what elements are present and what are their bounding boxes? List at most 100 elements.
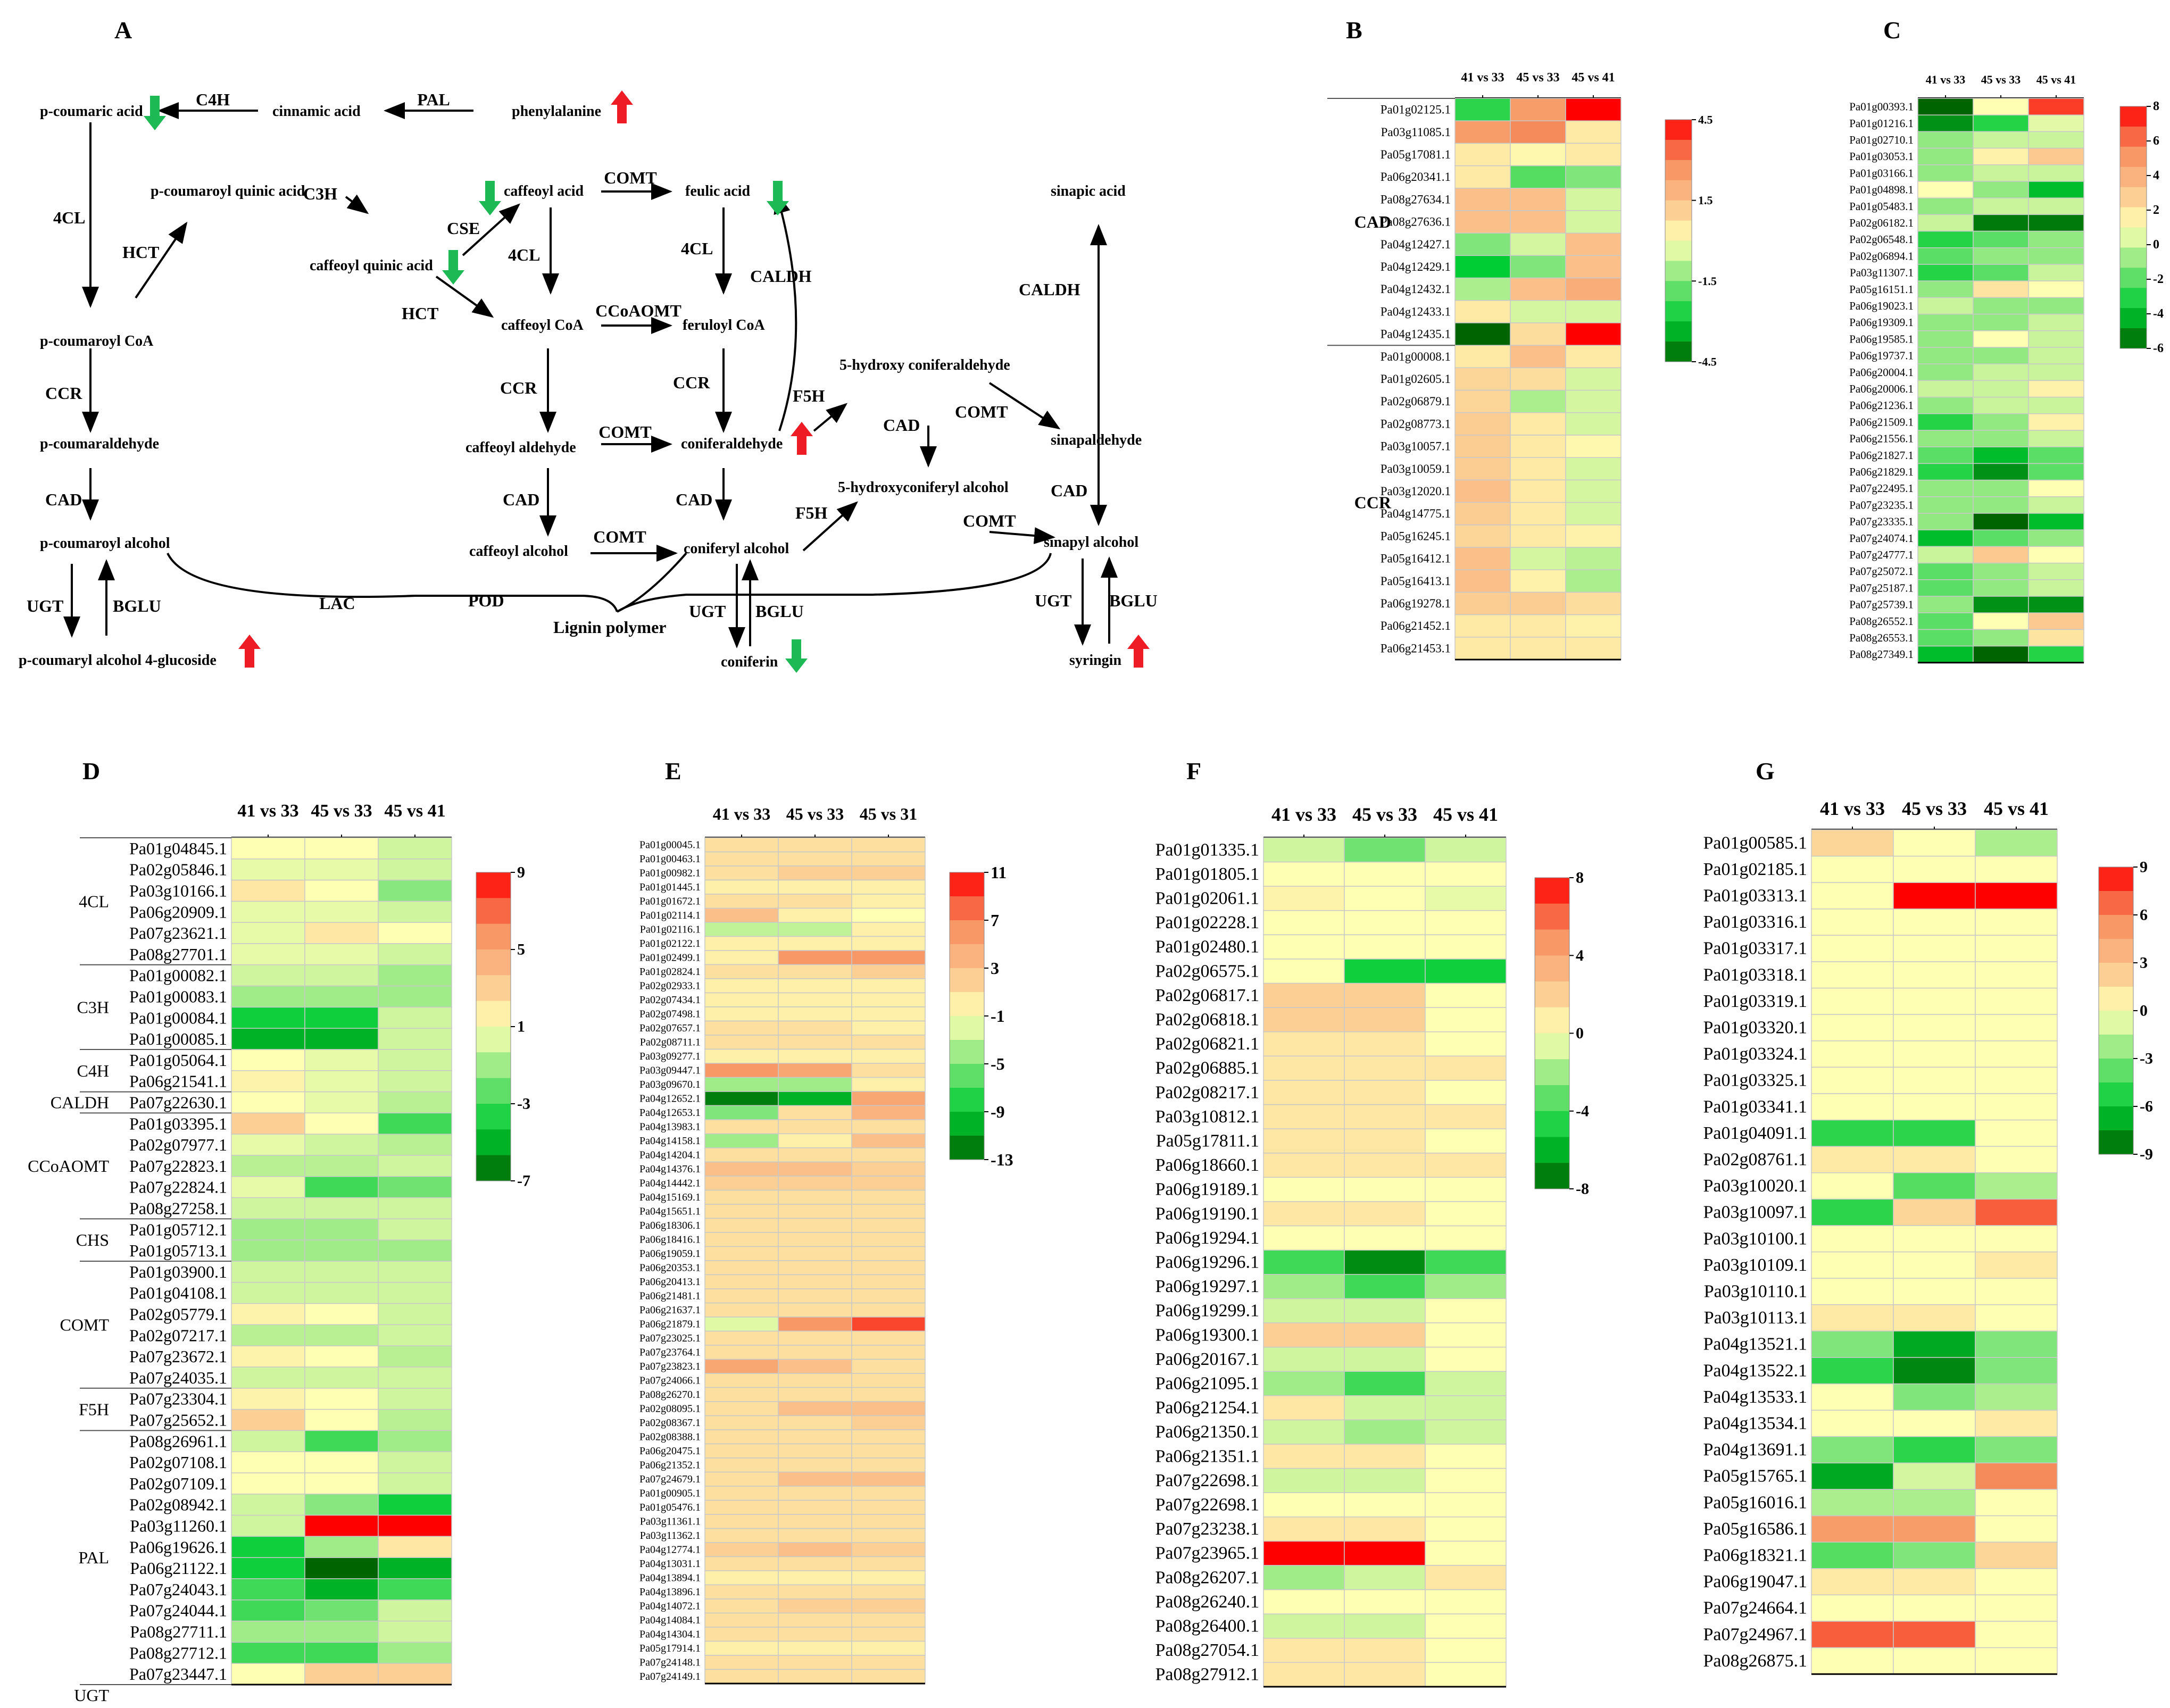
gene-label: Pa02g06821.1 (1155, 1034, 1260, 1054)
gene-label: Pa01g05476.1 (639, 1502, 701, 1513)
colorbar-segment (950, 944, 984, 969)
heatmap-cell (704, 1387, 779, 1402)
colorbar-segment (1535, 1033, 1569, 1060)
gene-label: Pa03g11260.1 (130, 1517, 227, 1536)
heatmap-cell (704, 1373, 779, 1388)
heatmap-cell (231, 1536, 305, 1558)
heatmap-cell (1425, 1298, 1507, 1323)
heatmap-cell (851, 1105, 926, 1120)
heatmap-cell (704, 1359, 779, 1374)
heatmap-cell (1917, 147, 1974, 165)
heatmap-cell (378, 1155, 452, 1177)
heatmap-cell (231, 1514, 305, 1537)
colorbar-segment (2099, 1059, 2133, 1083)
heatmap-cell (1263, 1104, 1345, 1129)
heatmap-cell (851, 1218, 926, 1233)
gene-label: Pa06g18306.1 (639, 1220, 701, 1231)
colorbar-tick-label: 9 (517, 864, 525, 881)
heatmap-cell (851, 1330, 926, 1346)
heatmap-cell (1811, 1357, 1894, 1385)
heatmap-cell (851, 1048, 926, 1064)
heatmap-cell (2028, 347, 2084, 364)
heatmap-cell (778, 1528, 852, 1543)
enzyme-f5h: F5H (793, 386, 825, 405)
gene-label: Pa02g07108.1 (129, 1453, 227, 1472)
gene-label: Pa02g08367.1 (639, 1417, 701, 1429)
heatmap-cell (704, 1499, 779, 1515)
heatmap-cell (231, 1176, 305, 1198)
heatmap-cell (378, 1599, 452, 1622)
colorbar-segment (2099, 963, 2133, 987)
heatmap-cell (1344, 1177, 1426, 1202)
gene-label: Pa03g09670.1 (639, 1079, 701, 1090)
group-label: F5H (79, 1400, 109, 1419)
heatmap-cell (704, 1020, 779, 1036)
panel-label-a: A (114, 16, 132, 44)
gene-label: Pa04g13534.1 (1703, 1414, 1808, 1434)
heatmap-cell (231, 1642, 305, 1664)
heatmap-cell (1811, 935, 1894, 962)
heatmap-cell (1425, 837, 1507, 863)
gene-label: Pa03g10812.1 (1155, 1107, 1260, 1127)
heatmap-cell (2028, 529, 2084, 547)
heatmap-cell (778, 837, 852, 853)
heatmap-cell (1973, 131, 2029, 149)
heatmap-cell (1454, 165, 1511, 189)
heatmap-cell (778, 1570, 852, 1586)
colorbar-segment (1665, 341, 1692, 362)
heatmap-cell (1973, 413, 2029, 431)
compound-caffeoyl-acid: caffeoyl acid (504, 183, 584, 199)
gene-label: Pa06g19059.1 (639, 1248, 701, 1260)
panel-a-pathway: A (19, 16, 1158, 673)
heatmap-cell (1917, 181, 1974, 198)
enzyme-f5h: F5H (795, 503, 828, 522)
heatmap-cell (1975, 1093, 2058, 1121)
heatmap-cell (1263, 1153, 1345, 1178)
gene-label: Pa07g24043.1 (129, 1580, 227, 1599)
heatmap-cell (704, 1570, 779, 1586)
heatmap-cell (1344, 1322, 1426, 1348)
heatmap-cell (778, 1176, 852, 1191)
heatmap-cell (1344, 1153, 1426, 1178)
heatmap-cell (1973, 181, 2029, 198)
gene-label: Pa06g21453.1 (1381, 641, 1451, 655)
enzyme-comt: COMT (963, 511, 1016, 530)
heatmap-cell (1425, 1031, 1507, 1057)
heatmap-cell (704, 1161, 779, 1177)
heatmap-cell (778, 1514, 852, 1529)
heatmap-cell (231, 1557, 305, 1579)
heatmap-cell (1917, 413, 1974, 431)
heatmap-cell (1510, 614, 1566, 638)
gene-label: Pa07g22823.1 (129, 1156, 227, 1176)
heatmap-cell (1263, 1444, 1345, 1469)
heatmap-cell (1263, 1298, 1345, 1323)
heatmap-cell (1344, 1419, 1426, 1445)
heatmap-cell (1975, 1410, 2058, 1437)
gene-label: Pa08g27912.1 (1155, 1665, 1260, 1685)
heatmap-cell (1263, 1565, 1345, 1590)
heatmap-cell (1811, 1225, 1894, 1253)
gene-label: Pa07g23304.1 (129, 1389, 227, 1409)
gene-label: Pa08g26552.1 (1849, 615, 1914, 628)
heatmap-cell (1975, 1542, 2058, 1569)
heatmap-cell (378, 943, 452, 965)
panel-label: G (1756, 757, 1775, 785)
heatmap-cell (1565, 637, 1622, 660)
heatmap-cell (231, 901, 305, 923)
colorbar-segment (1665, 240, 1692, 261)
heatmap-cell (1917, 247, 1974, 265)
gene-label: Pa06g21541.1 (129, 1072, 227, 1091)
enzyme-bglu: BGLU (1109, 591, 1158, 610)
heatmap-cell (304, 985, 379, 1008)
group-label: 4CL (79, 892, 109, 911)
heatmap-cell (1975, 1067, 2058, 1094)
heatmap-cell (1975, 1119, 2058, 1147)
heatmap-cell (378, 1112, 452, 1135)
heatmap-cell (1917, 463, 1974, 481)
heatmap-cell (778, 1401, 852, 1417)
heatmap-cell (378, 1261, 452, 1283)
gene-label: Pa05g16245.1 (1381, 529, 1451, 543)
colorbar-tick-label: -4 (1576, 1102, 1589, 1120)
heatmap-cell (1893, 882, 1976, 910)
heatmap-cell (1344, 1540, 1426, 1566)
